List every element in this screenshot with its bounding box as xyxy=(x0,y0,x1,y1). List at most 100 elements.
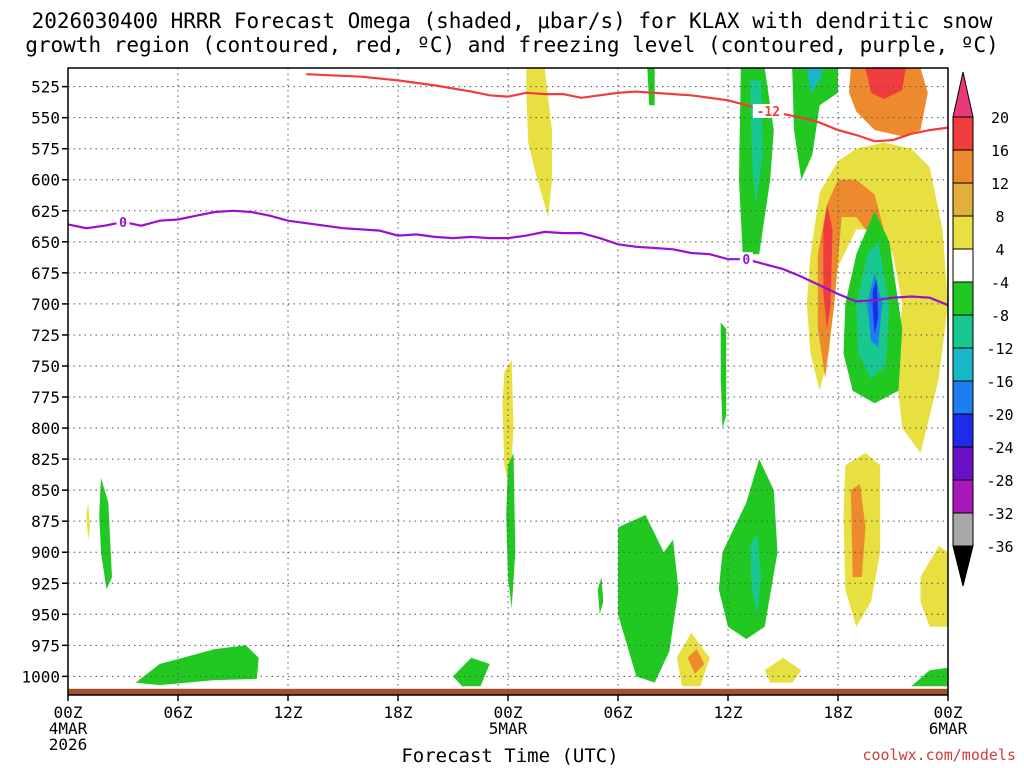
omega-region-orange-top-right xyxy=(849,68,928,137)
x-tick-label: 06Z xyxy=(604,703,633,722)
colorbar-segment xyxy=(952,248,974,283)
y-tick-label: 550 xyxy=(31,109,60,128)
y-tick-label: 750 xyxy=(31,357,60,376)
y-tick-label: 800 xyxy=(31,419,60,438)
colorbar-segment xyxy=(952,347,974,382)
y-tick-label: 725 xyxy=(31,326,60,345)
colorbar-segment xyxy=(952,314,974,349)
omega-region-green-tall-right xyxy=(792,68,838,180)
colorbar-label: -32 xyxy=(986,505,1013,523)
freezing-level-line xyxy=(68,209,948,307)
omega-region-red-top-right xyxy=(865,68,906,99)
colorbar-label: -16 xyxy=(986,373,1013,391)
y-tick-label: 875 xyxy=(31,512,60,531)
terrain-ground xyxy=(68,688,948,695)
x-tick-label: 12Z xyxy=(274,703,303,722)
x-tick-label: 2026 xyxy=(49,735,88,754)
colorbar-segment xyxy=(952,512,974,547)
freezing-level-label-2-bg xyxy=(739,252,753,267)
colorbar-label: 16 xyxy=(991,142,1009,160)
omega-region-yellow-far-right xyxy=(920,546,948,627)
omega-region-darkblue-core xyxy=(872,279,879,335)
colorbar-segment xyxy=(952,281,974,316)
x-tick-label: 00Z xyxy=(54,703,83,722)
omega-region-yellow-plume xyxy=(806,142,948,453)
y-tick-label: 625 xyxy=(31,202,60,221)
colorbar-label: -8 xyxy=(991,307,1009,325)
omega-region-yellow-24h xyxy=(502,359,514,491)
colorbar-segment xyxy=(952,116,974,151)
omega-region-yellow-surface-2 xyxy=(764,657,802,683)
colorbar-label: 8 xyxy=(995,208,1004,226)
y-tick-label: 650 xyxy=(31,233,60,252)
omega-region-green-12z xyxy=(718,459,778,640)
y-tick-label: 600 xyxy=(31,171,60,190)
colorbar-label: -28 xyxy=(986,472,1013,490)
colorbar-bottom-triangle xyxy=(952,545,974,587)
x-tick-label: 18Z xyxy=(824,703,853,722)
y-tick-label: 850 xyxy=(31,481,60,500)
x-tick-label: 5MAR xyxy=(489,719,528,738)
omega-region-yellow-tiny-left xyxy=(86,502,90,540)
x-axis-label: Forecast Time (UTC) xyxy=(401,745,618,767)
y-tick-label: 525 xyxy=(31,78,60,97)
omega-region-green-12z-upper xyxy=(720,322,727,429)
colorbar-segment xyxy=(952,413,974,448)
colorbar-label: -24 xyxy=(986,439,1013,457)
omega-region-upper-yellow-1 xyxy=(526,68,552,217)
colorbar-segment xyxy=(952,149,974,184)
colorbar-label: 12 xyxy=(991,175,1009,193)
x-tick-label: 18Z xyxy=(384,703,413,722)
y-tick-label: 975 xyxy=(31,636,60,655)
colorbar-label: 20 xyxy=(991,109,1009,127)
colorbar-label: -36 xyxy=(986,538,1013,556)
y-tick-label: 950 xyxy=(31,605,60,624)
omega-region-green-tiny-28z xyxy=(597,577,604,615)
site-credit: coolwx.com/models xyxy=(862,746,1016,764)
colorbar-segment xyxy=(952,380,974,415)
omega-region-green-surface-2 xyxy=(453,657,490,687)
x-tick-label: 4MAR xyxy=(49,719,88,738)
y-tick-label: 900 xyxy=(31,543,60,562)
y-tick-label: 775 xyxy=(31,388,60,407)
colorbar-label: -4 xyxy=(991,274,1009,292)
omega-region-green-surface-1 xyxy=(135,645,259,686)
colorbar-label: -12 xyxy=(986,340,1013,358)
x-tick-label: 00Z xyxy=(494,703,523,722)
colorbar-top-triangle xyxy=(952,71,974,118)
colorbar-label: -20 xyxy=(986,406,1013,424)
omega-region-teal-12z xyxy=(750,533,761,615)
y-tick-label: 575 xyxy=(31,140,60,159)
freezing-level-label-2: 0 xyxy=(742,253,750,268)
dgz-contour-label-bg xyxy=(752,103,784,118)
x-tick-label: 00Z xyxy=(934,703,963,722)
omega-region-green-mid-30z xyxy=(618,515,679,683)
dgz-contour-line xyxy=(306,73,948,143)
colorbar-segment xyxy=(952,215,974,250)
colorbar-segment xyxy=(952,446,974,481)
omega-region-green-surface-far-right xyxy=(911,667,948,687)
chart-title-line1: 2026030400 HRRR Forecast Omega (shaded, … xyxy=(32,9,993,33)
y-tick-label: 675 xyxy=(31,264,60,283)
omega-region-red-plume xyxy=(823,204,833,329)
omega-region-orange-surface-1 xyxy=(687,649,705,674)
y-tick-label: 1000 xyxy=(21,667,60,686)
freezing-level-label-bg xyxy=(116,214,130,229)
dgz-contour-label: -12 xyxy=(757,105,780,120)
colorbar-segment xyxy=(952,479,974,514)
chart-title-line2: growth region (contoured, red, ºC) and f… xyxy=(25,33,999,57)
colorbar-segment xyxy=(952,182,974,217)
y-tick-label: 925 xyxy=(31,574,60,593)
x-tick-label: 12Z xyxy=(714,703,743,722)
x-tick-label: 06Z xyxy=(164,703,193,722)
freezing-level-label: 0 xyxy=(119,216,127,231)
x-tick-label: 6MAR xyxy=(929,719,968,738)
omega-region-orange-lower-right xyxy=(850,483,866,577)
y-tick-label: 825 xyxy=(31,450,60,469)
y-tick-label: 700 xyxy=(31,295,60,314)
colorbar: 20 16 12 8 4 -4 -8 -12 -16 -20 -24 -28 -32 -36 xyxy=(952,71,1014,587)
plot-area: 0 0 -12 525 550 575 600 625 650 675 700 725 750 775 80… xyxy=(21,67,968,754)
colorbar-label: 4 xyxy=(995,241,1004,259)
omega-region-green-low-left xyxy=(99,477,112,590)
